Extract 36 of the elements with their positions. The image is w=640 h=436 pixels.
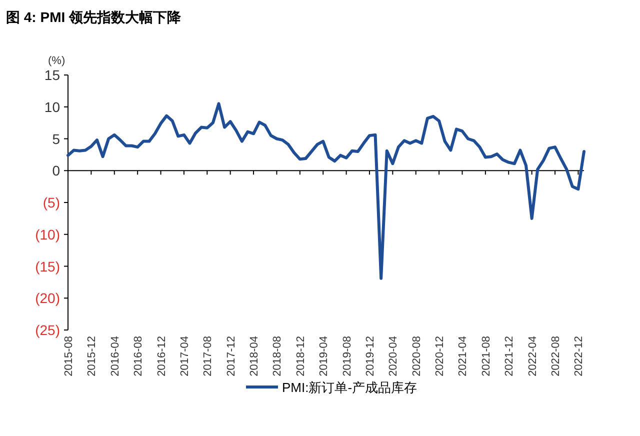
x-tick-label: 2016-12 (156, 336, 168, 376)
y-axis-title: (%) (48, 55, 66, 67)
x-tick-label: 2016-08 (132, 336, 145, 376)
y-tick-label: (25) (35, 322, 60, 338)
y-tick-label: 0 (52, 162, 60, 179)
x-tick-label: 2022-04 (526, 336, 539, 376)
y-tick-label: (5) (42, 194, 60, 210)
x-tick-label: 2017-08 (202, 336, 214, 376)
x-tick-label: 2019-08 (341, 336, 354, 376)
x-tick-label: 2015-08 (63, 336, 75, 376)
x-tick-label: 2015-12 (86, 336, 98, 376)
x-tick-label: 2018-08 (272, 336, 284, 376)
x-tick-label: 2021-08 (480, 336, 492, 376)
x-tick-label: 2022-12 (573, 336, 586, 376)
chart-title: 图 4: PMI 领先指数大幅下降 (6, 9, 182, 25)
y-tick-label: (15) (35, 258, 60, 274)
x-tick-label: 2020-08 (410, 336, 423, 376)
x-tick-label: 2019-12 (364, 336, 376, 376)
x-tick-label: 2021-04 (457, 336, 470, 376)
x-tick-label: 2022-08 (550, 336, 562, 376)
y-tick-label: (20) (35, 290, 60, 306)
x-tick-label: 2018-04 (248, 336, 261, 376)
x-tick-label: 2016-04 (109, 336, 122, 376)
x-tick-label: 2020-04 (388, 336, 400, 376)
x-tick-label: 2017-12 (225, 336, 238, 376)
x-tick-label: 2018-12 (294, 336, 307, 376)
y-tick-label: 15 (44, 67, 60, 83)
y-tick-label: 10 (44, 98, 60, 115)
y-tick-label: (10) (35, 226, 60, 242)
x-tick-label: 2017-04 (178, 336, 191, 376)
line-series (66, 102, 586, 280)
x-tick-label: 2019-04 (318, 336, 330, 376)
x-tick-label: 2020-12 (434, 336, 446, 376)
legend-label: PMI:新订单-产成品库存 (282, 380, 418, 395)
y-tick-label: 5 (52, 130, 60, 147)
x-tick-label: 2021-12 (504, 336, 516, 376)
